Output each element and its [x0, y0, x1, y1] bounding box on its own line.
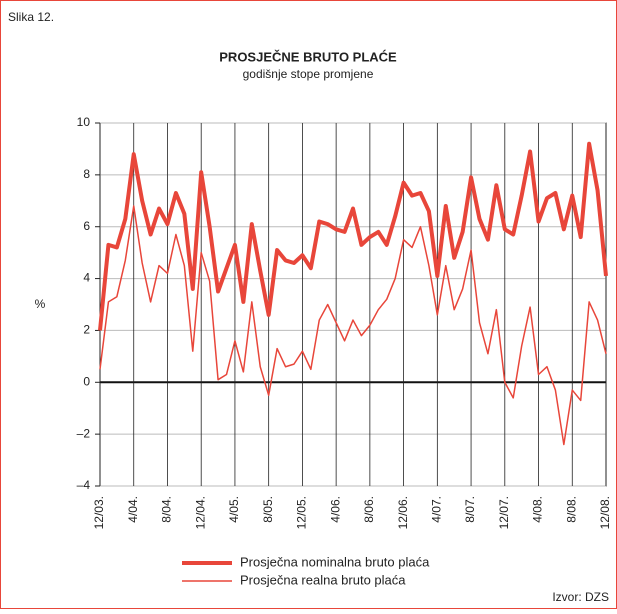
y-tick-label: 2 — [83, 323, 90, 337]
x-tick-label: 12/08. — [598, 496, 612, 529]
y-axis-label: % — [35, 297, 46, 311]
x-tick-label: 4/08. — [531, 496, 545, 523]
y-tick-label: 4 — [83, 271, 90, 285]
x-tick-label: 8/07. — [463, 496, 477, 523]
x-tick-label: 12/03. — [92, 496, 106, 529]
legend-label: Prosječna nominalna bruto plaća — [240, 554, 430, 569]
y-tick-label: –4 — [77, 478, 91, 492]
legend-label: Prosječna realna bruto plaća — [240, 572, 406, 587]
y-tick-label: 10 — [77, 115, 91, 129]
x-tick-label: 12/07. — [497, 496, 511, 529]
x-tick-label: 12/04. — [193, 496, 207, 529]
x-tick-label: 4/06. — [328, 496, 342, 523]
x-tick-label: 4/04. — [126, 496, 140, 523]
chart-subtitle: godišnje stope promjene — [243, 67, 374, 81]
y-tick-label: 0 — [83, 374, 90, 388]
series-line — [99, 205, 607, 446]
series-line — [98, 141, 608, 331]
x-tick-label: 8/04. — [160, 496, 174, 523]
source: Izvor: DZS — [552, 590, 609, 604]
x-tick-label: 12/06. — [396, 496, 410, 529]
y-tick-label: 6 — [83, 219, 90, 233]
caption: Slika 12. — [8, 10, 54, 24]
x-tick-label: 8/06. — [362, 496, 376, 523]
x-tick-label: 8/05. — [261, 496, 275, 523]
chart-title: PROSJEČNE BRUTO PLAĆE — [219, 49, 397, 64]
x-tick-label: 4/05. — [227, 496, 241, 523]
y-tick-label: –2 — [77, 426, 91, 440]
x-tick-label: 12/05. — [295, 496, 309, 529]
x-tick-label: 8/08. — [564, 496, 578, 523]
x-tick-label: 4/07. — [430, 496, 444, 523]
y-tick-label: 8 — [83, 167, 90, 181]
plot-area — [99, 122, 607, 487]
